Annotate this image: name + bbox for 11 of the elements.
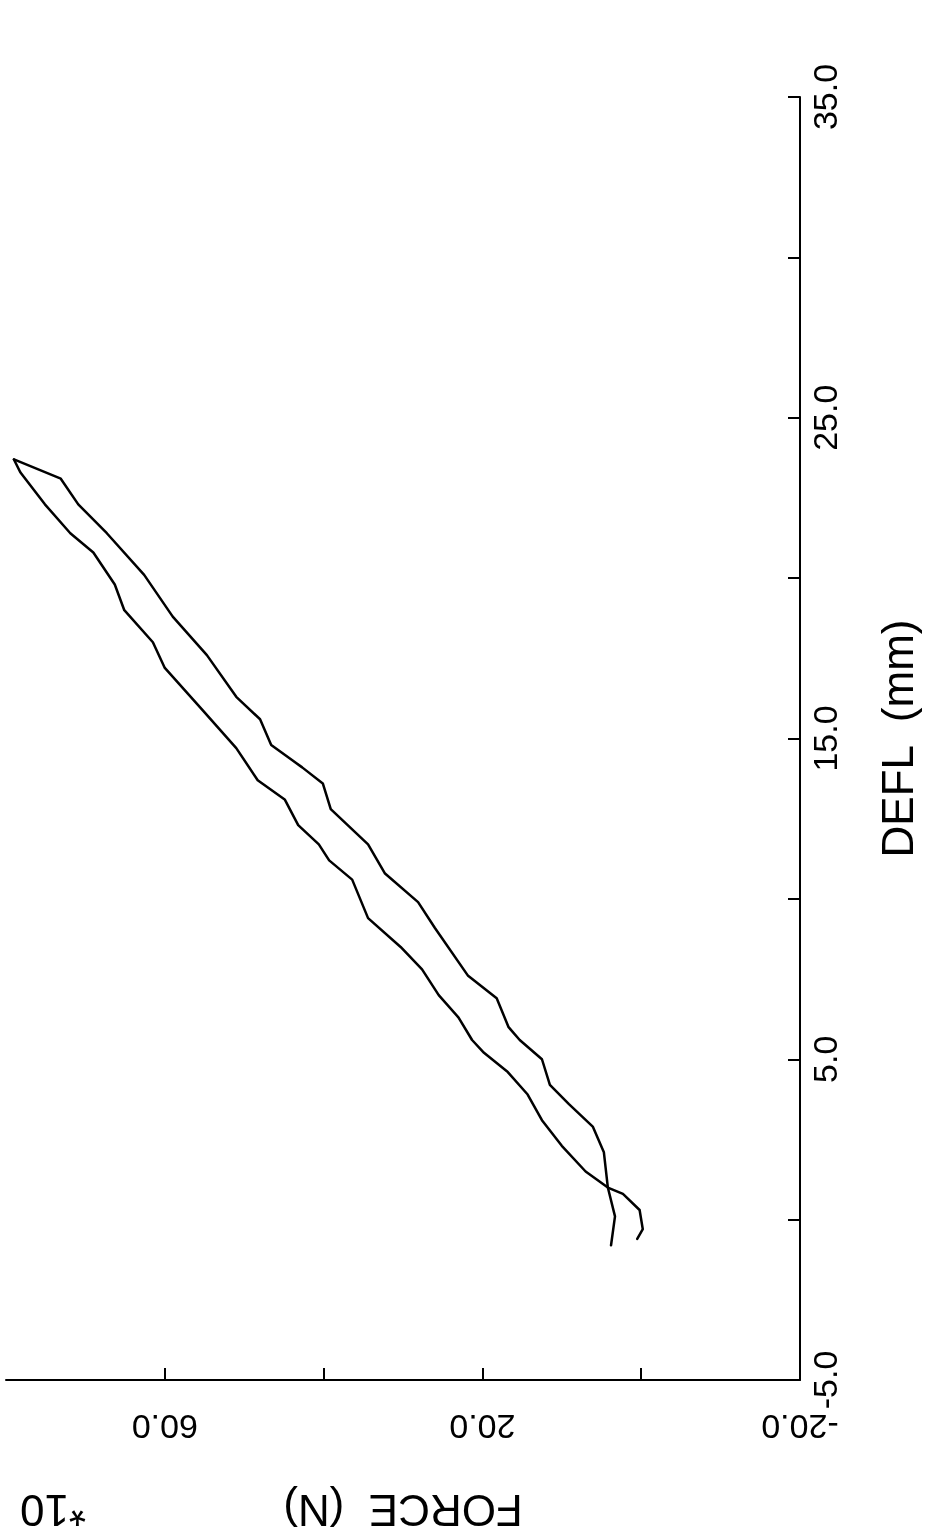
text: *10	[19, 1485, 86, 1535]
y-tick-label: 35.0	[806, 63, 844, 131]
x-axis-title: FORCE (N)	[283, 1485, 523, 1535]
y-tick-label: -5.0	[806, 1350, 844, 1410]
y-tick-label: 25.0	[806, 384, 844, 451]
y-tick-label: 5.0	[806, 1035, 844, 1083]
y-axis-title: DEFL (mm)	[872, 619, 922, 858]
x-tick-label: 20.0	[449, 1408, 516, 1446]
x-tick-label: 60.0	[131, 1408, 198, 1446]
y-tick-label: 15.0	[806, 705, 844, 772]
x-tick-label: -20.0	[761, 1408, 839, 1446]
